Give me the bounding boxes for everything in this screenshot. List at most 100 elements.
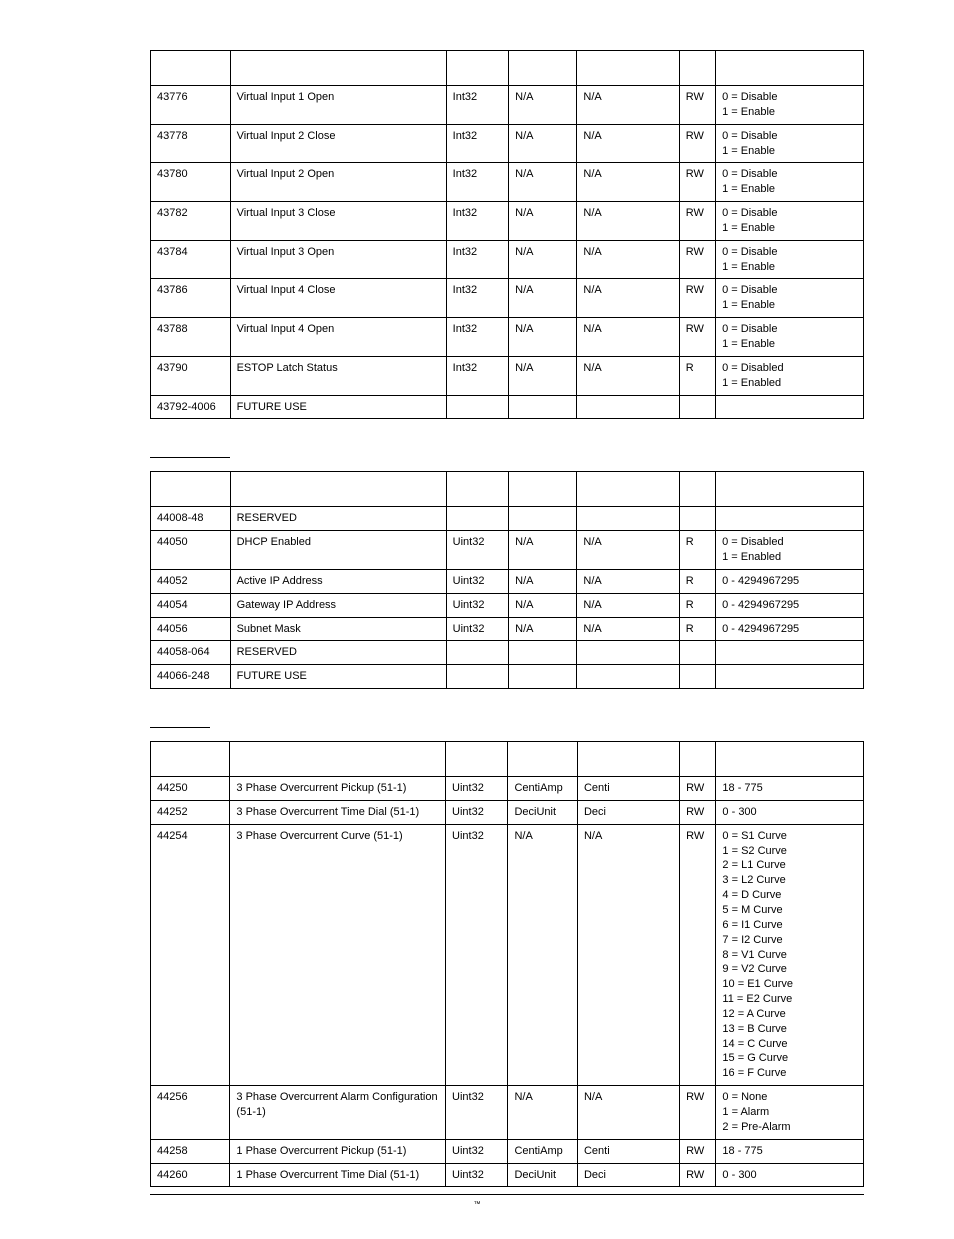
table-cell: 0 - 300 xyxy=(716,800,864,824)
table-cell: RW xyxy=(679,240,715,279)
table-row: 442523 Phase Overcurrent Time Dial (51-1… xyxy=(151,800,864,824)
table-cell: Int32 xyxy=(446,163,509,202)
table-cell: Virtual Input 3 Open xyxy=(230,240,446,279)
table-header-cell xyxy=(716,742,864,777)
table-cell: 0 = None 1 = Alarm 2 = Pre-Alarm xyxy=(716,1086,864,1140)
table-cell: 44050 xyxy=(151,531,231,570)
table-cell: Virtual Input 2 Open xyxy=(230,163,446,202)
table-cell: Uint32 xyxy=(446,1163,508,1187)
table-cell: R xyxy=(679,569,715,593)
table-cell: 3 Phase Overcurrent Time Dial (51-1) xyxy=(230,800,446,824)
table-cell: 44058-064 xyxy=(151,641,231,665)
table-cell: 0 = Disable 1 = Enable xyxy=(716,279,864,318)
table-cell: Virtual Input 2 Close xyxy=(230,124,446,163)
table-header-cell xyxy=(716,51,864,86)
table-header-cell xyxy=(151,472,231,507)
table-row: 44050DHCP EnabledUint32N/AN/AR0 = Disabl… xyxy=(151,531,864,570)
table-cell: 0 = Disable 1 = Enable xyxy=(716,202,864,241)
table-cell: N/A xyxy=(508,824,578,1085)
table-cell: RW xyxy=(680,824,716,1085)
table-cell: 44254 xyxy=(151,824,230,1085)
table-cell: Int32 xyxy=(446,318,509,357)
table-cell: 43778 xyxy=(151,124,231,163)
table-header-cell xyxy=(446,51,509,86)
table-header-cell xyxy=(577,742,679,777)
table-header-cell xyxy=(446,742,508,777)
table-cell: 44052 xyxy=(151,569,231,593)
table-cell: 3 Phase Overcurrent Curve (51-1) xyxy=(230,824,446,1085)
table-cell: 44054 xyxy=(151,593,231,617)
table-row: 44052Active IP AddressUint32N/AN/AR0 - 4… xyxy=(151,569,864,593)
table-cell xyxy=(446,507,509,531)
table-cell: N/A xyxy=(509,86,577,125)
table-cell: Active IP Address xyxy=(230,569,446,593)
table-cell: RW xyxy=(679,279,715,318)
table-row: 442563 Phase Overcurrent Alarm Configura… xyxy=(151,1086,864,1140)
table-cell: FUTURE USE xyxy=(230,395,446,419)
table-cell: DHCP Enabled xyxy=(230,531,446,570)
table-cell: Uint32 xyxy=(446,777,508,801)
table-header-row xyxy=(151,742,864,777)
table-cell: 0 = Disabled 1 = Enabled xyxy=(716,356,864,395)
table-row: 442601 Phase Overcurrent Time Dial (51-1… xyxy=(151,1163,864,1187)
table-cell xyxy=(446,665,509,689)
register-table-3: 442503 Phase Overcurrent Pickup (51-1)Ui… xyxy=(150,741,864,1187)
table-cell xyxy=(577,395,679,419)
table-cell: RW xyxy=(680,1139,716,1163)
table-cell: Virtual Input 4 Open xyxy=(230,318,446,357)
table-cell: 1 Phase Overcurrent Pickup (51-1) xyxy=(230,1139,446,1163)
table-row: 43784Virtual Input 3 OpenInt32N/AN/ARW0 … xyxy=(151,240,864,279)
table-cell: Uint32 xyxy=(446,593,509,617)
table-cell xyxy=(716,507,864,531)
table-cell: 44260 xyxy=(151,1163,230,1187)
table-header-cell xyxy=(679,51,715,86)
table-header-cell xyxy=(577,51,679,86)
table-cell: Int32 xyxy=(446,86,509,125)
table-cell xyxy=(509,641,577,665)
table-cell: 0 - 4294967295 xyxy=(716,617,864,641)
table-cell: Deci xyxy=(577,1163,679,1187)
table-cell: 43790 xyxy=(151,356,231,395)
table-cell: 3 Phase Overcurrent Alarm Configuration … xyxy=(230,1086,446,1140)
table-cell: N/A xyxy=(577,279,679,318)
table-cell xyxy=(509,507,577,531)
table-cell: 0 - 4294967295 xyxy=(716,593,864,617)
table-cell: 44008-48 xyxy=(151,507,231,531)
table-row: 44008-48RESERVED xyxy=(151,507,864,531)
table-cell: DeciUnit xyxy=(508,800,578,824)
table-cell: Int32 xyxy=(446,279,509,318)
table-cell: 44258 xyxy=(151,1139,230,1163)
table-cell: 0 = Disable 1 = Enable xyxy=(716,240,864,279)
table-cell: 0 = Disable 1 = Enable xyxy=(716,163,864,202)
table-cell: Uint32 xyxy=(446,824,508,1085)
table-header-cell xyxy=(577,472,679,507)
table-cell: Uint32 xyxy=(446,800,508,824)
table-header-cell xyxy=(508,742,578,777)
table-cell: N/A xyxy=(577,1086,679,1140)
table-cell: RW xyxy=(679,124,715,163)
table-cell: RW xyxy=(680,777,716,801)
table-cell: 43780 xyxy=(151,163,231,202)
table-header-cell xyxy=(230,472,446,507)
table-cell xyxy=(577,507,679,531)
table-cell: Uint32 xyxy=(446,1139,508,1163)
table-header-cell xyxy=(230,742,446,777)
table-cell: 43786 xyxy=(151,279,231,318)
table-row: 442503 Phase Overcurrent Pickup (51-1)Ui… xyxy=(151,777,864,801)
table-cell: RW xyxy=(680,800,716,824)
table-cell: Centi xyxy=(577,777,679,801)
table-cell: 43788 xyxy=(151,318,231,357)
table-cell xyxy=(509,395,577,419)
table-header-cell xyxy=(151,742,230,777)
table-cell: 44066-248 xyxy=(151,665,231,689)
table-row: 44058-064RESERVED xyxy=(151,641,864,665)
table-cell: N/A xyxy=(577,124,679,163)
table-cell: N/A xyxy=(577,163,679,202)
table-body-3: 442503 Phase Overcurrent Pickup (51-1)Ui… xyxy=(151,777,864,1187)
table-cell: N/A xyxy=(509,531,577,570)
section-label-3 xyxy=(150,713,210,728)
table-cell: N/A xyxy=(509,593,577,617)
trademark-symbol: ™ xyxy=(474,1201,481,1208)
table-row: 442581 Phase Overcurrent Pickup (51-1)Ui… xyxy=(151,1139,864,1163)
table-cell: 18 - 775 xyxy=(716,777,864,801)
